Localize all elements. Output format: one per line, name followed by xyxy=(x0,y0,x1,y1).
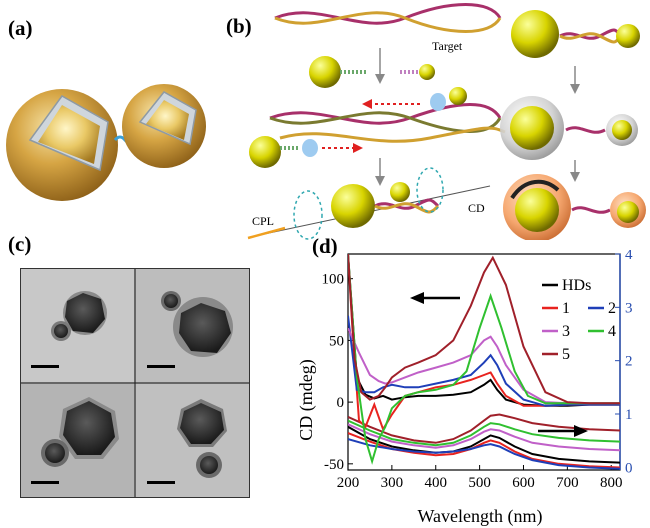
x-tick-label: 600 xyxy=(512,475,535,491)
panel-label-d: (d) xyxy=(312,234,338,258)
assembly-scheme: Target CPL CD xyxy=(247,3,646,240)
absorption-series-5 xyxy=(348,413,620,444)
legend-label-2: 2 xyxy=(608,300,616,317)
legend-label-HDs: HDs xyxy=(562,277,591,294)
tem-image-3 xyxy=(21,384,134,497)
y-tick-label: 100 xyxy=(322,272,345,288)
y2-tick-label: 0 xyxy=(625,460,633,476)
y2-tick-label: 2 xyxy=(625,354,633,370)
absorption-series-HDs xyxy=(348,425,620,464)
x-axis-label: Wavelength (nm) xyxy=(417,506,542,527)
y-tick-label: 50 xyxy=(329,333,344,349)
x-tick-label: 400 xyxy=(424,475,447,491)
absorption-series-4 xyxy=(348,419,620,447)
legend-label-5: 5 xyxy=(562,346,570,363)
cd-series-5 xyxy=(348,254,620,405)
left-axis-arrow-head xyxy=(410,292,424,304)
y2-tick-label: 3 xyxy=(625,300,633,316)
cd-series-4 xyxy=(348,254,620,465)
y-tick-label: 0 xyxy=(337,395,345,411)
panel-label-c: (c) xyxy=(8,232,32,256)
right-axis-arrow-head xyxy=(574,425,588,437)
y2-tick-label: 4 xyxy=(625,250,633,263)
legend-label-1: 1 xyxy=(562,300,570,317)
large-core-shell-particle xyxy=(6,89,118,201)
cd-series-2 xyxy=(348,315,620,407)
panel-label-b: (b) xyxy=(226,14,252,38)
tem-image-grid xyxy=(20,268,250,498)
tem-image-4 xyxy=(136,384,249,497)
absorption-series-3 xyxy=(348,423,620,452)
x-tick-label: 200 xyxy=(337,475,360,491)
dimer-illustration xyxy=(6,84,206,201)
x-tick-label: 500 xyxy=(468,475,491,491)
absorption-series-2 xyxy=(348,438,620,470)
cd-series-3 xyxy=(348,327,620,405)
target-label: Target xyxy=(432,39,463,53)
legend-label-3: 3 xyxy=(562,323,570,340)
tem-image-2 xyxy=(136,269,249,382)
cd-label: CD xyxy=(468,201,485,215)
y-axis-label: CD (mdeg) xyxy=(296,359,317,440)
x-tick-label: 700 xyxy=(556,475,579,491)
x-tick-label: 300 xyxy=(381,475,404,491)
panel-label-a: (a) xyxy=(8,16,33,40)
x-tick-label: 800 xyxy=(600,475,623,491)
y-tick-label: -50 xyxy=(324,457,344,473)
tem-image-1 xyxy=(21,269,134,382)
legend-label-4: 4 xyxy=(608,323,616,340)
small-core-shell-particle xyxy=(122,84,206,168)
y2-tick-label: 1 xyxy=(625,407,633,423)
cpl-label: CPL xyxy=(252,214,274,228)
